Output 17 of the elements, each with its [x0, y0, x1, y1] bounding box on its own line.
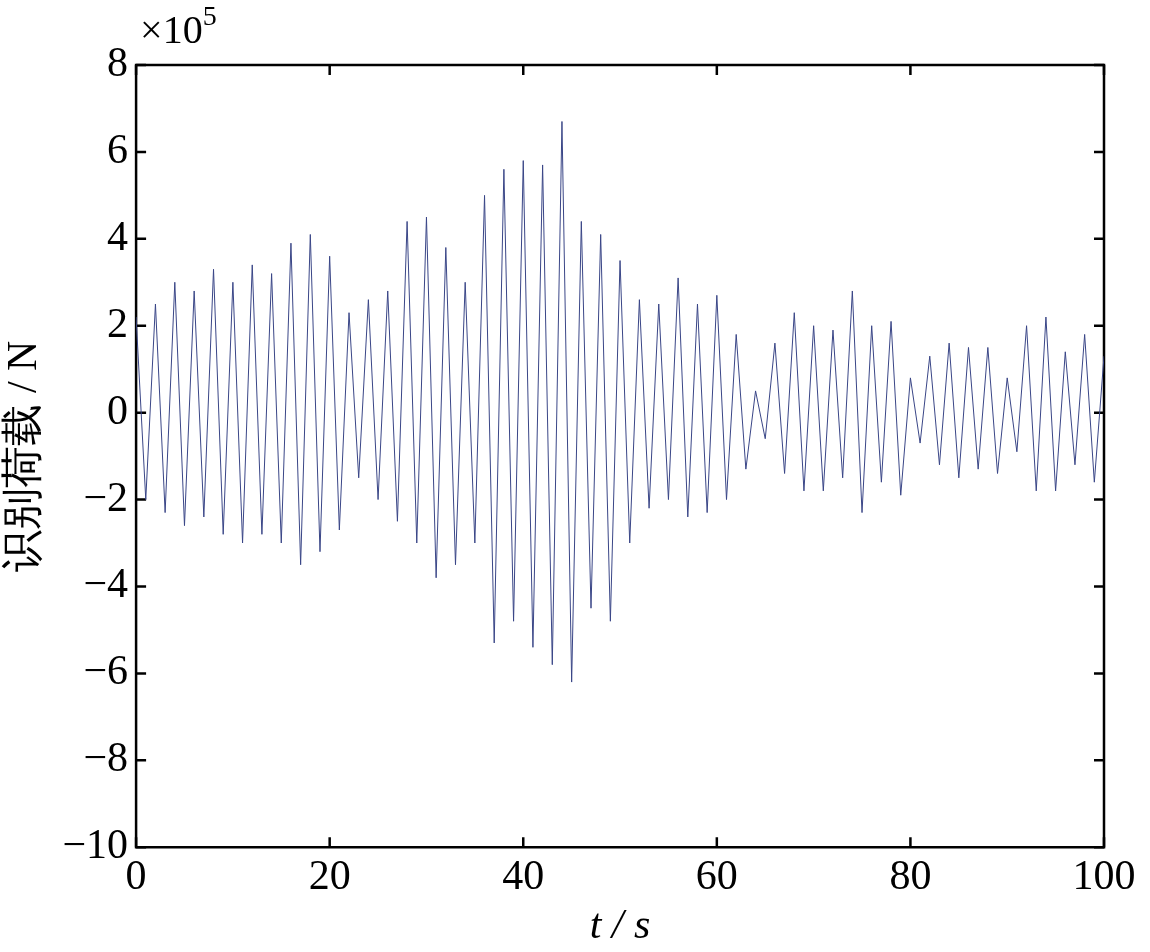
y-tick-label: −10	[62, 821, 129, 868]
x-tick-label: 60	[695, 852, 738, 899]
x-tick-label: 40	[502, 852, 545, 899]
y-tick-label: −2	[83, 473, 129, 520]
y-tick-label: 2	[107, 299, 129, 346]
y-tick-label: 0	[107, 386, 129, 433]
x-tick-label: 20	[308, 852, 351, 899]
x-tick-label: 100	[1072, 852, 1136, 899]
y-axis-title: 识别荷载 / N	[0, 340, 46, 572]
y-tick-label: −6	[83, 647, 129, 694]
x-axis-title: t / s	[589, 900, 651, 947]
y-tick-label: 8	[107, 39, 129, 86]
y-tick-label: −8	[83, 734, 129, 781]
y-tick-label: −4	[83, 560, 129, 607]
x-tick-label: 80	[889, 852, 932, 899]
y-tick-label: 6	[107, 125, 129, 172]
y-tick-label: 4	[107, 212, 129, 259]
